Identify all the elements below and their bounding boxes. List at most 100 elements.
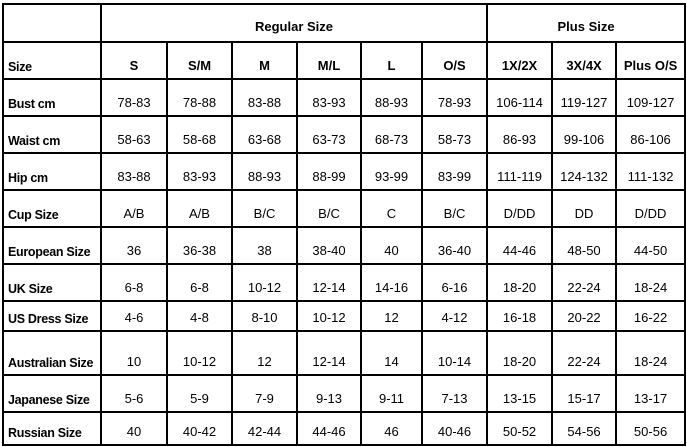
plus-size-group-header: Plus Size [486, 3, 687, 43]
size-cell: 36-40 [420, 226, 489, 265]
size-cell: 16-18 [486, 300, 554, 332]
size-cell: 16-22 [615, 300, 687, 332]
size-cell: 22-24 [551, 263, 618, 302]
size-cell: 83-88 [100, 152, 168, 191]
column-header-l: L [360, 41, 423, 80]
table-row-cup: Cup Size A/B A/B B/C B/C C B/C D/DD DD D… [2, 189, 687, 228]
size-cell: 13-15 [486, 374, 554, 413]
size-cell: 22-24 [551, 330, 618, 376]
size-cell: 78-88 [166, 78, 233, 117]
size-cell: 93-99 [360, 152, 423, 191]
row-label: Japanese Size [2, 374, 102, 413]
size-cell: 83-93 [166, 152, 233, 191]
size-cell: 15-17 [551, 374, 618, 413]
size-cell: 12 [231, 330, 298, 376]
size-cell: B/C [231, 189, 298, 228]
size-cell: 86-93 [486, 115, 554, 154]
size-cell: DD [551, 189, 618, 228]
column-header-s: S [100, 41, 168, 80]
table-row-european: European Size 36 36-38 38 38-40 40 36-40… [2, 226, 687, 265]
size-cell: 4-8 [166, 300, 233, 332]
size-cell: 44-50 [615, 226, 687, 265]
column-header-3x4x: 3X/4X [551, 41, 618, 80]
size-cell: 124-132 [551, 152, 618, 191]
size-cell: 50-52 [486, 411, 554, 446]
size-cell: 40-46 [420, 411, 489, 446]
size-cell: B/C [296, 189, 362, 228]
size-cell: 9-13 [296, 374, 362, 413]
size-cell: 6-8 [100, 263, 168, 302]
size-cell: 40-42 [166, 411, 233, 446]
size-cell: 9-11 [360, 374, 423, 413]
size-cell: 50-56 [615, 411, 687, 446]
column-header-plus-os: Plus O/S [615, 41, 687, 80]
table-row-russian: Russian Size 40 40-42 42-44 44-46 46 40-… [2, 411, 687, 446]
size-cell: 5-6 [100, 374, 168, 413]
row-label: Australian Size [2, 330, 102, 376]
table-row-hip: Hip cm 83-88 83-93 88-93 88-99 93-99 83-… [2, 152, 687, 191]
size-cell: 8-10 [231, 300, 298, 332]
size-cell: 12 [360, 300, 423, 332]
size-cell: 38-40 [296, 226, 362, 265]
size-cell: 6-16 [420, 263, 489, 302]
size-cell: 40 [100, 411, 168, 446]
size-cell: 111-119 [486, 152, 554, 191]
size-cell: 44-46 [486, 226, 554, 265]
column-header-os: O/S [420, 41, 489, 80]
size-cell: 78-93 [420, 78, 489, 117]
size-cell: 83-99 [420, 152, 489, 191]
size-cell: 83-88 [231, 78, 298, 117]
size-cell: A/B [166, 189, 233, 228]
size-cell: 36-38 [166, 226, 233, 265]
row-label: US Dress Size [2, 300, 102, 332]
size-cell: C [360, 189, 423, 228]
size-cell: 20-22 [551, 300, 618, 332]
size-cell: 58-73 [420, 115, 489, 154]
row-label: Hip cm [2, 152, 102, 191]
size-cell: 58-63 [100, 115, 168, 154]
column-header-size: Size [2, 41, 102, 80]
row-label: Cup Size [2, 189, 102, 228]
size-cell: 6-8 [166, 263, 233, 302]
corner-cell [2, 3, 102, 43]
size-cell: 10-12 [166, 330, 233, 376]
size-chart-table: Regular Size Plus Size Size S S/M M M/L … [2, 3, 687, 446]
size-cell: 58-68 [166, 115, 233, 154]
size-cell: 14 [360, 330, 423, 376]
group-header-row: Regular Size Plus Size [2, 3, 687, 43]
size-cell: 119-127 [551, 78, 618, 117]
size-cell: 44-46 [296, 411, 362, 446]
size-cell: 14-16 [360, 263, 423, 302]
size-cell: 86-106 [615, 115, 687, 154]
size-cell: 46 [360, 411, 423, 446]
size-cell: 4-12 [420, 300, 489, 332]
regular-size-group-header: Regular Size [99, 3, 489, 43]
table-row-bust: Bust cm 78-83 78-88 83-88 83-93 88-93 78… [2, 78, 687, 117]
size-cell: D/DD [615, 189, 687, 228]
size-cell: 109-127 [615, 78, 687, 117]
size-cell: 18-24 [615, 330, 687, 376]
table-row-australian: Australian Size 10 10-12 12 12-14 14 10-… [2, 330, 687, 376]
table-row-uk: UK Size 6-8 6-8 10-12 12-14 14-16 6-16 1… [2, 263, 687, 302]
size-cell: 63-68 [231, 115, 298, 154]
size-cell: 40 [360, 226, 423, 265]
size-cell: 99-106 [551, 115, 618, 154]
column-header-sm: S/M [166, 41, 233, 80]
size-cell: 83-93 [296, 78, 362, 117]
size-cell: 88-99 [296, 152, 362, 191]
size-cell: 88-93 [231, 152, 298, 191]
size-cell: 5-9 [166, 374, 233, 413]
row-label: UK Size [2, 263, 102, 302]
size-cell: 63-73 [296, 115, 362, 154]
size-cell: 4-6 [100, 300, 168, 332]
table-row-us-dress: US Dress Size 4-6 4-8 8-10 10-12 12 4-12… [2, 300, 687, 332]
size-cell: 10 [100, 330, 168, 376]
size-cell: 12-14 [296, 330, 362, 376]
size-cell: 78-83 [100, 78, 168, 117]
row-label: Bust cm [2, 78, 102, 117]
size-cell: 18-20 [486, 330, 554, 376]
size-cell: 88-93 [360, 78, 423, 117]
row-label: European Size [2, 226, 102, 265]
column-header-row: Size S S/M M M/L L O/S 1X/2X 3X/4X Plus … [2, 41, 687, 80]
size-cell: 54-56 [551, 411, 618, 446]
